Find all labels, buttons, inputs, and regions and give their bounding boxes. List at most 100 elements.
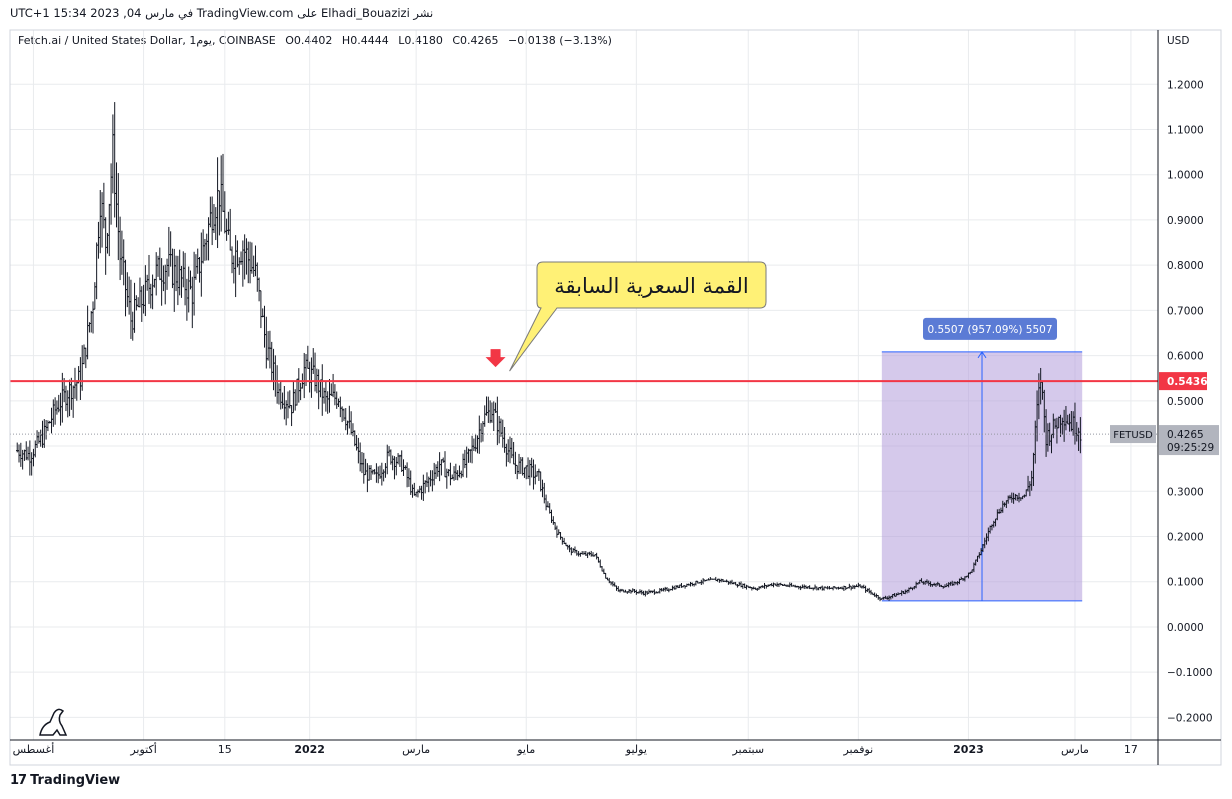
candle-bar: [223, 191, 226, 234]
candle-bar: [275, 365, 279, 404]
candle-bar: [25, 441, 28, 461]
candle-bar: [207, 217, 210, 261]
candle-bar: [127, 276, 131, 315]
range-label-box: [923, 317, 1058, 340]
candle-bar: [449, 462, 452, 486]
candle-bar: [64, 385, 68, 412]
candle-bar: [286, 391, 290, 419]
candle-bar: [519, 456, 523, 474]
candle-bar: [561, 536, 564, 545]
candle-bar: [451, 474, 454, 480]
candle-bar: [801, 584, 804, 589]
range-label-text: 0.5507 (957.09%) 5507: [927, 324, 1052, 336]
candle-bar: [131, 311, 134, 341]
candle-bar: [348, 405, 351, 429]
candle-bar: [43, 419, 46, 448]
candle-bar: [17, 444, 21, 463]
candle-bar: [368, 465, 371, 481]
candle-bar: [39, 429, 42, 447]
candle-bar: [438, 452, 441, 482]
candle-bar: [514, 451, 517, 475]
candle-bar: [173, 248, 176, 312]
candle-bar: [50, 407, 53, 434]
candle-bar: [445, 468, 449, 489]
candle-bar: [440, 459, 443, 476]
candle-bar: [550, 509, 553, 523]
candle-bar: [366, 463, 369, 493]
y-tick-label: 1.2000: [1167, 79, 1204, 91]
candle-bar: [555, 525, 559, 538]
candle-bar: [434, 464, 438, 479]
candle-bar: [398, 454, 402, 467]
candle-bar: [93, 282, 97, 310]
down-arrow-icon: [485, 349, 506, 368]
candle-bar: [225, 218, 228, 241]
ohlc-change: −0.0138 (−3.13%): [508, 34, 612, 47]
candle-bar: [245, 238, 248, 275]
candle-bar: [492, 401, 495, 432]
candle-bar: [864, 585, 867, 593]
x-tick-label: مارس: [402, 743, 430, 756]
candle-bar: [303, 352, 306, 399]
candle-bar: [573, 546, 577, 554]
candle-bar: [79, 357, 82, 401]
candle-bar: [483, 405, 486, 427]
candle-bar: [91, 301, 95, 334]
candle-bar: [99, 190, 102, 254]
axes: 1.2000 1.1000 1.0000 0.9000 0.8000 0.7000 0.60…: [9, 29, 1222, 766]
candle-bar: [34, 440, 37, 458]
candle-bar: [442, 457, 445, 463]
candle-bar: [293, 389, 297, 411]
candle-bar: [745, 584, 748, 590]
callout-bubble: [509, 261, 767, 372]
candle-bar: [416, 489, 420, 498]
candle-bar: [523, 467, 526, 478]
candle-bar: [306, 345, 310, 369]
candle-bar: [81, 345, 84, 391]
candle-bar: [118, 216, 122, 281]
ohlc-low-label: L: [398, 34, 405, 47]
candle-bar: [380, 462, 384, 486]
candle-bar: [209, 196, 212, 228]
candle-bar: [658, 588, 662, 594]
candle-bar: [534, 464, 537, 485]
chart-frame: [9, 29, 1222, 766]
candle-bar: [169, 231, 172, 267]
candle-bar: [472, 438, 476, 452]
candle-bar: [180, 265, 183, 298]
candle-bar: [122, 239, 125, 286]
candle-bar: [191, 276, 194, 329]
range-measure[interactable]: 0.5507 (957.09%) 5507: [881, 317, 1083, 602]
candle-bar: [595, 552, 598, 560]
candle-bar: [765, 584, 768, 589]
candle-bar: [232, 255, 236, 284]
candle-bar: [200, 232, 203, 297]
candle-bar: [575, 549, 578, 556]
y-tick-label: 0.2000: [1167, 531, 1204, 543]
candle-bar: [633, 589, 636, 593]
countdown-label: 09:25:29: [1167, 442, 1214, 454]
candle-bar: [312, 348, 315, 374]
candle-bar: [44, 419, 48, 440]
candle-bar: [604, 572, 607, 579]
candle-bar: [539, 471, 542, 492]
candle-bar: [55, 400, 59, 415]
candle-series: [16, 102, 1082, 602]
candle-bar: [126, 272, 129, 308]
candle-bar: [171, 248, 174, 289]
candle-bar: [331, 373, 335, 398]
candle-bar: [97, 221, 100, 259]
candle-bar: [205, 233, 208, 261]
candle-bar: [553, 522, 557, 531]
candle-bar: [73, 367, 77, 399]
ohlc-high-label: H: [341, 34, 351, 47]
candle-bar: [299, 382, 302, 401]
candle-bar: [358, 442, 362, 472]
y-tick-label: 1.0000: [1167, 170, 1204, 182]
candle-bar: [238, 257, 241, 275]
candle-bar: [84, 347, 88, 369]
candle-bar: [413, 482, 416, 496]
publish-info: نشر Elhadi_Bouazizi على TradingView.com …: [10, 6, 434, 20]
tradingview-logo-icon: 17: [10, 773, 27, 788]
